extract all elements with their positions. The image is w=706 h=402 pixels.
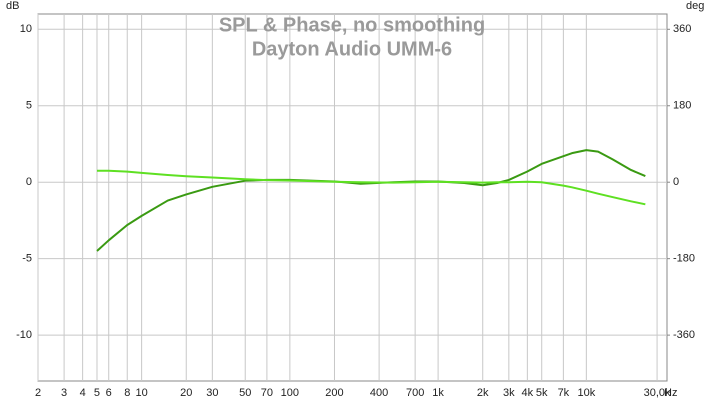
y2-tick-label: -180 [673,253,695,265]
y-tick-label: -5 [22,253,32,265]
y-tick-label: 0 [26,176,32,188]
y-tick-label: 10 [20,23,32,35]
y-tick-label: -10 [16,329,32,341]
x-tick-label: 200 [325,387,343,399]
plot-area [37,13,668,382]
y-axis-label: dB [6,0,19,12]
x-tick-label: 4k [522,387,534,399]
x-tick-label: 5 [94,387,100,399]
chart-subtitle: Dayton Audio UMM-6 [252,38,452,60]
x-tick-label: 100 [281,387,299,399]
y2-tick-label: -360 [673,329,695,341]
y2-tick-label: 360 [673,23,691,35]
x-tick-label: 50 [239,387,251,399]
x-unit-label: Hz [664,387,677,399]
x-tick-label: 1k [432,387,444,399]
x-tick-label: 2k [477,387,489,399]
x-tick-label: 3 [61,387,67,399]
x-tick-label: 3k [503,387,515,399]
x-tick-label: 6 [106,387,112,399]
y2-tick-label: 0 [673,176,679,188]
y2-tick-label: 180 [673,100,691,112]
x-tick-label: 70 [261,387,273,399]
x-tick-label: 400 [370,387,388,399]
x-tick-label: 30,0k [644,387,671,399]
y2-axis-label: deg [686,0,704,12]
x-tick-label: 4 [80,387,86,399]
x-tick-label: 5k [536,387,548,399]
x-tick-label: 20 [180,387,192,399]
x-tick-label: 10k [577,387,595,399]
x-tick-label: 7k [558,387,570,399]
x-tick-label: 30 [206,387,218,399]
y-tick-label: 5 [26,100,32,112]
series-line [96,169,646,206]
x-tick-label: 10 [135,387,147,399]
x-tick-label: 2 [35,387,41,399]
x-tick-label: 700 [406,387,424,399]
chart-title: SPL & Phase, no smoothing [219,14,485,36]
x-tick-label: 8 [124,387,130,399]
